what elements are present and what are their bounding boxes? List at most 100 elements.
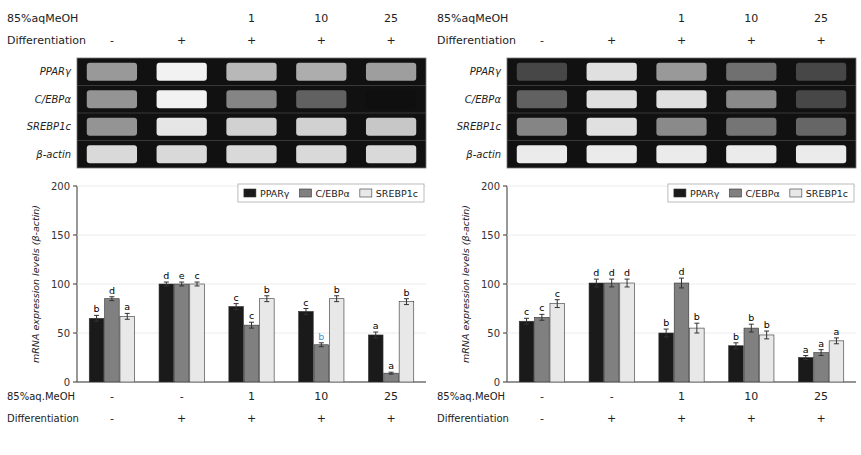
y-tick bbox=[503, 284, 507, 285]
x-tick-label: - bbox=[540, 412, 544, 425]
grid-line bbox=[77, 235, 426, 236]
lane-label: 1 bbox=[248, 12, 255, 25]
gel-background bbox=[507, 58, 856, 168]
y-tick bbox=[503, 186, 507, 187]
y-tick-label: 0 bbox=[494, 377, 500, 388]
letter-annotation: a bbox=[373, 320, 379, 331]
gel-row-label: PPARγ bbox=[470, 66, 502, 77]
bar bbox=[604, 283, 619, 382]
bar bbox=[519, 321, 534, 382]
error-bar bbox=[109, 297, 114, 301]
x-tick-label: - bbox=[110, 412, 114, 425]
lane-label: 1 bbox=[678, 12, 685, 25]
lane-label: + bbox=[317, 34, 326, 47]
error-bar bbox=[264, 296, 269, 302]
legend-swatch bbox=[674, 189, 686, 197]
x-tick-label: 25 bbox=[384, 390, 398, 403]
legend-swatch bbox=[729, 189, 741, 197]
y-tick-label: 200 bbox=[51, 181, 70, 192]
error-bar bbox=[94, 315, 99, 321]
letter-annotation: c bbox=[539, 302, 544, 313]
gel-band bbox=[296, 63, 346, 81]
bar bbox=[690, 328, 705, 382]
lane-label: 10 bbox=[744, 12, 758, 25]
legend-label: PPARγ bbox=[260, 188, 290, 199]
bar bbox=[105, 299, 120, 382]
gel-band bbox=[366, 145, 416, 163]
bar bbox=[174, 284, 189, 382]
lane-label: + bbox=[607, 34, 616, 47]
gel-band bbox=[296, 145, 346, 163]
gel-band bbox=[87, 118, 137, 136]
error-bar bbox=[764, 331, 769, 339]
gel-band bbox=[87, 90, 137, 108]
legend: PPARγC/EBPαSREBP1c bbox=[668, 184, 854, 202]
bar bbox=[89, 318, 104, 382]
letter-annotation: b bbox=[264, 284, 270, 295]
x-tick-label: + bbox=[816, 412, 825, 425]
bar bbox=[814, 353, 829, 382]
x-tick-label: + bbox=[177, 412, 186, 425]
bar bbox=[244, 325, 259, 382]
letter-annotation: b bbox=[663, 317, 669, 328]
gel-band bbox=[517, 63, 567, 81]
bar bbox=[759, 335, 774, 382]
gel-panel: 85%aqMeOH11025Differentiation-++++PPARγC… bbox=[7, 12, 426, 168]
gel-separator bbox=[77, 113, 426, 114]
row-header: 85%aq.MeOH bbox=[7, 391, 75, 402]
x-tick-label: + bbox=[747, 412, 756, 425]
gel-band bbox=[656, 63, 706, 81]
bar bbox=[120, 316, 135, 382]
legend-swatch bbox=[244, 189, 256, 197]
gel-band bbox=[517, 118, 567, 136]
error-bar bbox=[609, 279, 614, 287]
bar bbox=[190, 284, 205, 382]
x-tick-label: - bbox=[540, 390, 544, 403]
y-tick bbox=[503, 382, 507, 383]
row-header: 85%aqMeOH bbox=[7, 12, 78, 25]
y-tick bbox=[73, 186, 77, 187]
gel-row-label: C/EBPα bbox=[465, 94, 502, 105]
bar bbox=[659, 333, 674, 382]
lane-label: + bbox=[747, 34, 756, 47]
letter-annotation: e bbox=[179, 270, 185, 281]
error-bar bbox=[594, 279, 599, 287]
grid-line bbox=[77, 284, 426, 285]
row-header: Differentiation bbox=[437, 413, 509, 424]
gel-band bbox=[796, 90, 846, 108]
gel-band bbox=[726, 63, 776, 81]
gel-band bbox=[796, 118, 846, 136]
x-tick-label: 10 bbox=[314, 390, 328, 403]
y-tick bbox=[73, 382, 77, 383]
gel-separator bbox=[77, 140, 426, 141]
gel-band bbox=[366, 63, 416, 81]
y-axis: 050100150200mRNA expression levels (β-ac… bbox=[30, 181, 426, 388]
figure: 85%aqMeOH11025Differentiation-++++PPARγC… bbox=[0, 0, 861, 455]
y-tick-label: 0 bbox=[64, 377, 70, 388]
x-tick-label: + bbox=[677, 412, 686, 425]
letter-annotation: d bbox=[624, 267, 630, 278]
letter-annotation: b bbox=[748, 312, 754, 323]
gel-band bbox=[587, 90, 637, 108]
lane-label: 25 bbox=[814, 12, 828, 25]
row-header: 85%aq.MeOH bbox=[437, 391, 505, 402]
lane-label: 10 bbox=[314, 12, 328, 25]
x-tick-label: - bbox=[180, 390, 184, 403]
legend-label: C/EBPα bbox=[745, 188, 779, 199]
gel-band bbox=[226, 145, 276, 163]
y-tick bbox=[503, 333, 507, 334]
legend-frame bbox=[238, 184, 424, 202]
error-bar bbox=[524, 318, 529, 324]
gel-band bbox=[366, 90, 416, 108]
error-bar bbox=[195, 282, 200, 286]
gel-row-label: SREBP1c bbox=[457, 121, 502, 132]
gel-band bbox=[366, 118, 416, 136]
error-bar bbox=[733, 343, 738, 349]
lane-label: 25 bbox=[384, 12, 398, 25]
lane-label: + bbox=[177, 34, 186, 47]
letter-annotation: b bbox=[94, 303, 100, 314]
gel-band bbox=[587, 145, 637, 163]
gel-separator bbox=[507, 85, 856, 86]
bar bbox=[314, 345, 329, 382]
letter-annotation: a bbox=[803, 344, 809, 355]
